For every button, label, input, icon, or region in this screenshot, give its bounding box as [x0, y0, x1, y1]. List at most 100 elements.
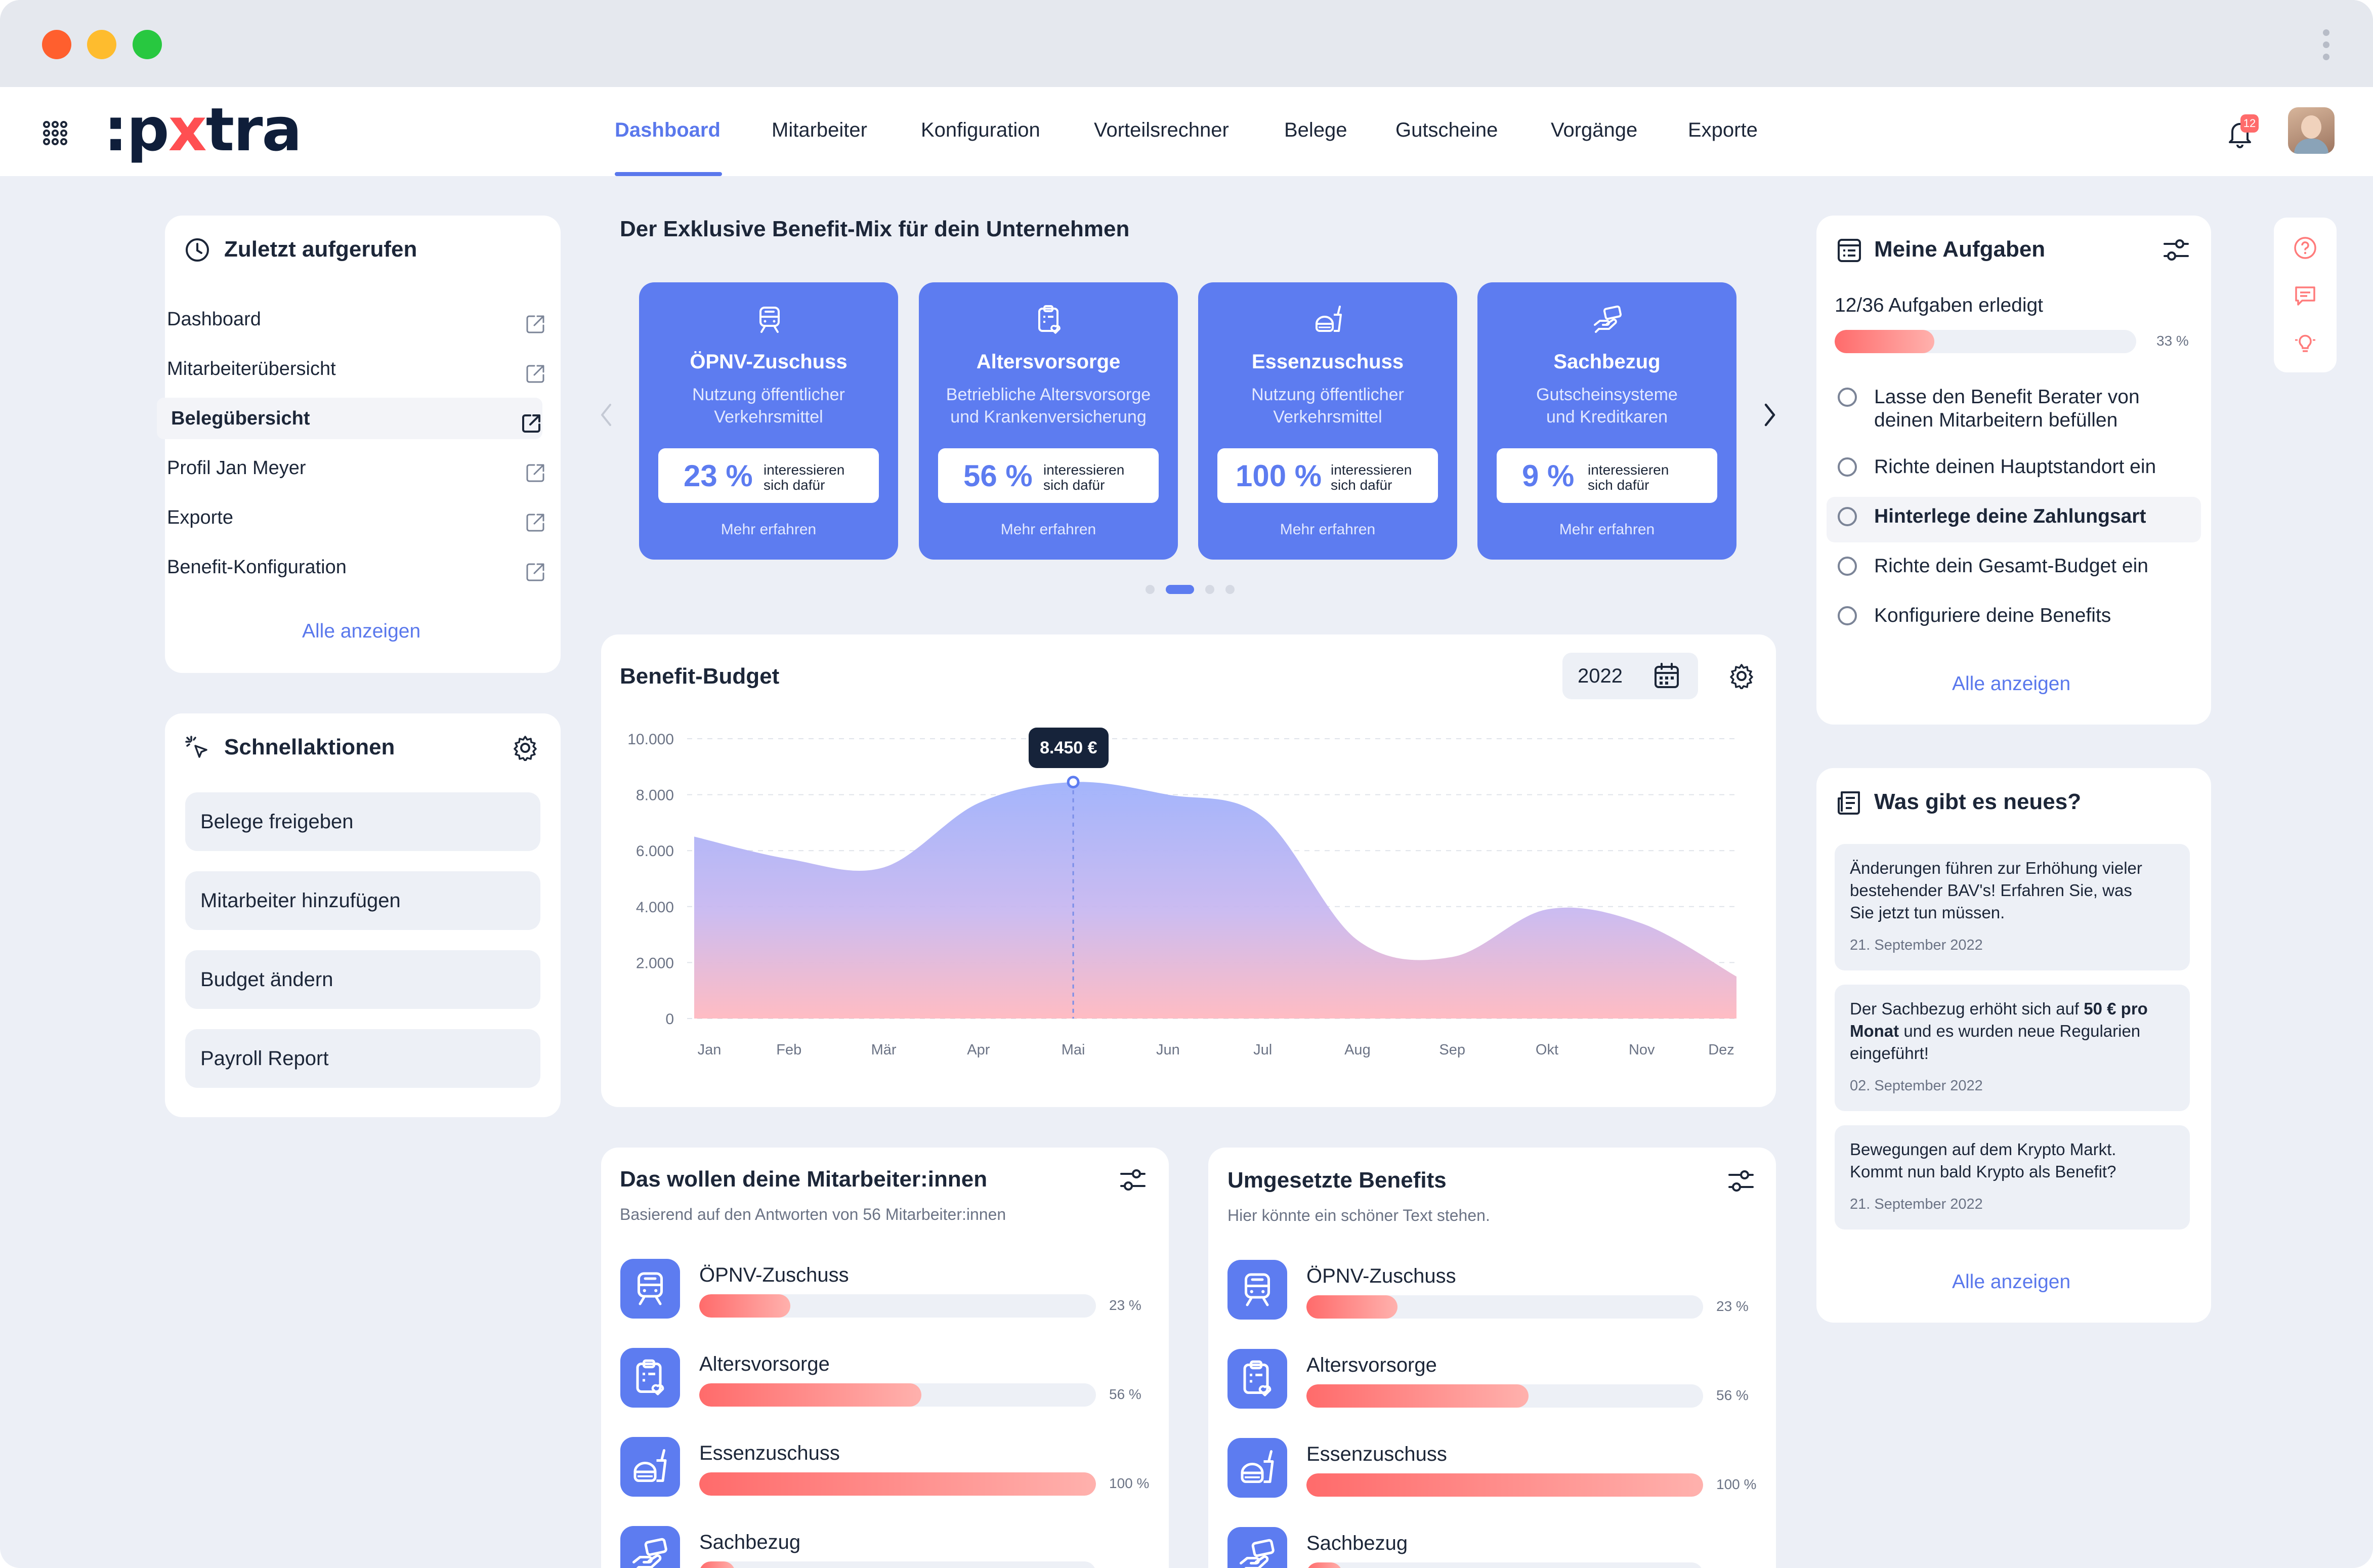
benefit-row-bar-fill — [1306, 1562, 1342, 1568]
gear-icon[interactable] — [512, 735, 538, 761]
learn-more-link[interactable]: Mehr erfahren — [1280, 521, 1376, 538]
chevron-right-icon[interactable] — [1763, 402, 1777, 428]
pxtra-logo[interactable]: :pxtra — [104, 95, 302, 164]
recent-item[interactable]: Belegübersicht — [157, 398, 542, 439]
learn-more-link[interactable]: Mehr erfahren — [1000, 521, 1096, 538]
news-date: 21. September 2022 — [1850, 937, 1983, 953]
tab-belege[interactable]: Belege — [1284, 119, 1347, 141]
x-tick-label: Okt — [1536, 1042, 1558, 1058]
idea-icon[interactable] — [2293, 331, 2317, 355]
x-tick-label: Jul — [1253, 1042, 1272, 1058]
benefit-card-title: Altersvorsorge — [976, 351, 1121, 373]
tab-gutscheine[interactable]: Gutscheine — [1395, 119, 1498, 141]
recent-show-all-link[interactable]: Alle anzeigen — [302, 620, 421, 642]
tab-exporte[interactable]: Exporte — [1688, 119, 1758, 141]
active-tab-indicator — [615, 172, 722, 176]
external-link-icon[interactable] — [524, 507, 546, 548]
benefit-card-description: Nutzung öffentlicher Verkehrsmittel — [1251, 385, 1404, 427]
benefit-row-bar — [1306, 1384, 1703, 1408]
filter-sliders-icon[interactable] — [1727, 1168, 1755, 1194]
recent-item[interactable]: Mitarbeiterübersicht — [167, 348, 546, 390]
benefit-card[interactable]: Altersvorsorge Betriebliche Altersvorsorg… — [919, 282, 1178, 560]
learn-more-link[interactable]: Mehr erfahren — [721, 521, 817, 538]
task-item[interactable]: Richte dein Gesamt-Budget ein — [1874, 555, 2148, 577]
recent-item[interactable]: Dashboard — [167, 299, 546, 340]
recent-card — [165, 216, 561, 673]
change-budget-button[interactable]: Budget ändern — [185, 950, 540, 1009]
tab-mitarbeiter[interactable]: Mitarbeiter — [772, 119, 867, 141]
task-checkbox[interactable] — [1838, 557, 1857, 576]
clipboard-heart-icon — [620, 1348, 680, 1408]
task-checkbox[interactable] — [1838, 457, 1857, 477]
maximize-window-button[interactable] — [133, 30, 162, 59]
tab-vorgaenge[interactable]: Vorgänge — [1551, 119, 1638, 141]
benefit-row-bar — [699, 1561, 1096, 1568]
chart-settings-icon[interactable] — [1728, 663, 1755, 689]
benefit-row-bar-fill — [1306, 1295, 1398, 1319]
highlight-point[interactable] — [1067, 776, 1080, 789]
task-item[interactable]: Richte deinen Hauptstandort ein — [1874, 456, 2156, 478]
x-tick-label: Aug — [1344, 1042, 1371, 1058]
tab-konfiguration[interactable]: Konfiguration — [921, 119, 1040, 141]
filter-sliders-icon[interactable] — [2163, 237, 2190, 263]
chat-icon[interactable] — [2293, 283, 2317, 308]
chevron-left-icon[interactable] — [599, 402, 613, 428]
task-checkbox[interactable] — [1838, 606, 1857, 625]
tasks-progress-bar — [1835, 330, 2136, 353]
news-text: Änderungen führen zur Erhöhung vieler be… — [1850, 859, 2142, 922]
tasks-progress-percent: 33 % — [2156, 333, 2189, 349]
benefit-card-title: ÖPNV-Zuschuss — [690, 351, 847, 373]
avatar[interactable] — [2288, 107, 2335, 154]
filter-sliders-icon[interactable] — [1119, 1167, 1147, 1193]
task-checkbox[interactable] — [1838, 507, 1857, 526]
recent-item[interactable]: Profil Jan Meyer — [167, 447, 546, 489]
add-employee-button[interactable]: Mitarbeiter hinzufügen — [185, 871, 540, 930]
task-item[interactable]: Konfiguriere deine Benefits — [1874, 605, 2111, 626]
task-checkbox[interactable] — [1838, 388, 1857, 407]
year-picker[interactable]: 2022 — [1562, 653, 1698, 699]
close-window-button[interactable] — [42, 30, 71, 59]
employee-wishes-card — [601, 1148, 1169, 1568]
implemented-benefits-subtitle: Hier könnte ein schöner Text stehen. — [1227, 1206, 1490, 1224]
external-link-icon[interactable] — [524, 457, 546, 499]
benefit-card[interactable]: ÖPNV-Zuschuss Nutzung öffentlicher Verkehr… — [639, 282, 898, 560]
benefit-row-bar-fill — [1306, 1384, 1529, 1408]
carousel-dot[interactable] — [1166, 585, 1194, 594]
recent-item[interactable]: Benefit-Konfiguration — [167, 546, 546, 588]
payroll-report-button[interactable]: Payroll Report — [185, 1029, 540, 1088]
help-icon[interactable] — [2293, 236, 2317, 260]
news-item[interactable]: Änderungen führen zur Erhöhung vieler be… — [1835, 844, 2190, 970]
external-link-icon[interactable] — [520, 408, 542, 449]
task-item[interactable]: Hinterlege deine Zahlungsart — [1874, 505, 2146, 527]
interest-label: interessieren sich dafür — [1331, 462, 1412, 493]
news-item[interactable]: Bewegungen auf dem Krypto Markt. Kommt n… — [1835, 1125, 2190, 1230]
external-link-icon[interactable] — [524, 557, 546, 598]
news-item[interactable]: Der Sachbezug erhöht sich auf 50 € pro M… — [1835, 985, 2190, 1111]
x-tick-label: Feb — [776, 1042, 801, 1058]
benefit-card[interactable]: Essenzuschuss Nutzung öffentlicher Verkehr… — [1198, 282, 1457, 560]
learn-more-link[interactable]: Mehr erfahren — [1559, 521, 1655, 538]
recent-item[interactable]: Exporte — [167, 497, 546, 538]
benefit-card[interactable]: Sachbezug Gutscheinsysteme und Kreditkaren… — [1477, 282, 1736, 560]
tab-vorteilsrechner[interactable]: Vorteilsrechner — [1094, 119, 1229, 141]
interest-percent: 56 % — [963, 459, 1033, 493]
carousel-dot[interactable] — [1225, 585, 1235, 594]
x-tick-label: Apr — [967, 1042, 990, 1058]
tasks-show-all-link[interactable]: Alle anzeigen — [1952, 673, 2071, 695]
release-receipts-button[interactable]: Belege freigeben — [185, 792, 540, 851]
tab-dashboard[interactable]: Dashboard — [615, 119, 721, 141]
news-show-all-link[interactable]: Alle anzeigen — [1952, 1271, 2071, 1293]
benefit-row-percent: 23 % — [1109, 1297, 1141, 1313]
task-item[interactable]: Lasse den Benefit Berater von deinen Mita… — [1874, 386, 2140, 431]
apps-grid-icon[interactable] — [43, 120, 68, 146]
food-icon — [1227, 1438, 1287, 1498]
benefit-row-bar — [1306, 1295, 1703, 1319]
window-menu-icon[interactable] — [2323, 29, 2330, 66]
implemented-benefits-card — [1208, 1148, 1776, 1568]
interest-label: interessieren sich dafür — [1043, 462, 1125, 493]
minimize-window-button[interactable] — [87, 30, 116, 59]
external-link-icon[interactable] — [524, 309, 546, 350]
carousel-dot[interactable] — [1146, 585, 1155, 594]
external-link-icon[interactable] — [524, 358, 546, 400]
carousel-dot[interactable] — [1205, 585, 1214, 594]
